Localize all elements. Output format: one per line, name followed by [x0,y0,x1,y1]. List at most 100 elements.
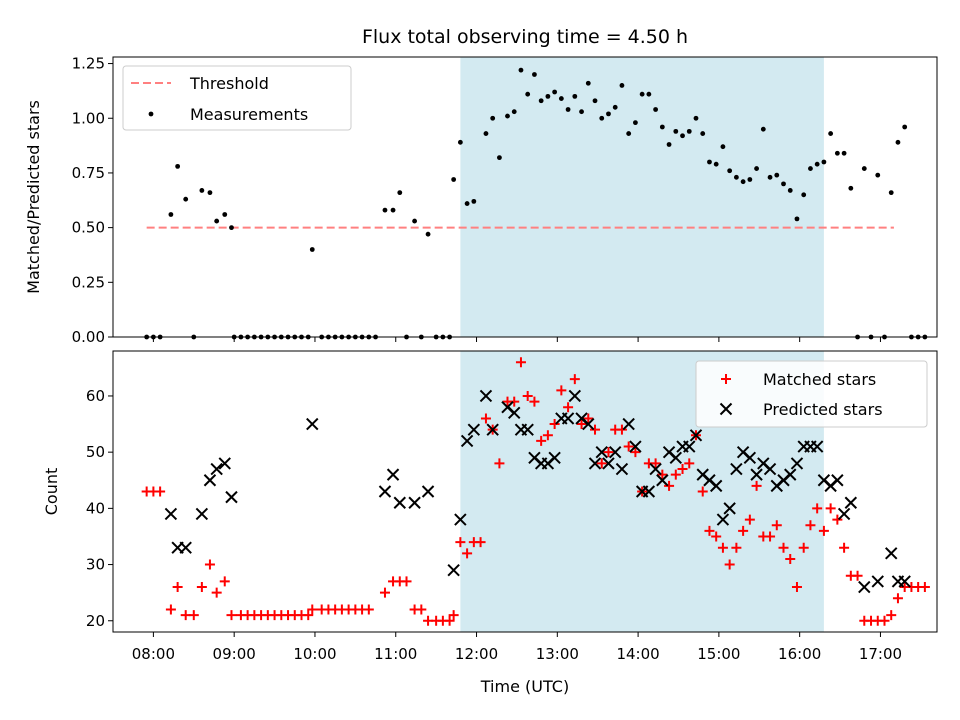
matched-star-point [462,548,473,559]
predicted-star-point [408,496,421,509]
predicted-star-point [615,462,629,476]
legend-matched-label: Matched stars [763,370,876,389]
predicted-star-point [447,563,460,577]
matched-star-point [583,413,594,424]
matched-star-point [165,604,176,615]
measurement-point [707,159,712,165]
x-tick-label: 12:00 [455,645,498,663]
predicted-star-point [622,417,635,431]
measurement-point [558,96,564,101]
predicted-star-point [548,451,561,464]
matched-star-point [812,503,823,514]
measurement-point [754,166,759,171]
measurement-point [673,128,679,134]
matched-star-point [590,424,601,435]
matched-star-point [825,503,836,514]
measurement-point [490,115,496,121]
legend-threshold-label: Threshold [189,74,269,93]
measurement-point [505,113,510,119]
predicted-star-point [858,580,871,594]
x-tick-label: 11:00 [374,645,417,663]
predicted-star-point [225,490,238,504]
predicted-star-point [218,457,231,470]
measurement-point [861,166,867,171]
y-tick-label: 50 [86,443,105,461]
measurement-point [686,128,692,134]
matched-star-point [886,610,897,621]
x-tick-label: 16:00 [778,645,821,663]
measurement-point [592,98,598,104]
matched-star-point [765,531,776,542]
measurement-point [700,131,706,136]
matched-star-point [616,424,627,435]
predicted-star-point [595,445,608,459]
measurement-point [693,115,699,121]
measurement-point [464,201,470,206]
measurement-point [451,177,457,182]
measurement-point [412,218,417,224]
measurement-point [895,139,901,145]
matched-star-point [307,604,318,615]
predicted-star-point [479,389,493,403]
predicted-star-point [750,468,763,481]
predicted-star-point [629,440,642,453]
measurement-point [727,168,733,174]
measurement-point [382,207,388,213]
x-tick-label: 15:00 [697,645,740,663]
y-tick-label: 0.00 [72,328,105,346]
y-tick-label: 0.75 [72,164,105,182]
measurement-point [740,179,746,185]
matched-star-point [751,480,762,491]
legend-measurements-label: Measurements [190,105,308,124]
measurement-point [214,218,220,224]
matched-star-point [650,458,661,469]
measurement-point [713,161,719,167]
top-panel: 0.00 0.25 0.50 0.75 1.00 1.25 Threshold Measure… [72,55,938,346]
measurement-point [720,144,726,150]
measurement-point [902,124,908,130]
x-tick-label: 13:00 [536,645,579,663]
measurement-point [666,142,672,147]
predicted-star-point [486,423,499,436]
measurement-point [639,91,645,97]
predicted-star-point [649,462,662,476]
matched-star-point [303,610,314,621]
measurement-point [774,172,780,178]
predicted-star-point [421,485,435,498]
measurement-point [733,174,739,180]
legend-box [695,360,928,428]
measurement-point [229,225,234,231]
matched-star-point [724,559,735,570]
matched-star-point [630,447,641,458]
predicted-star-point [723,502,736,515]
matched-star-point [664,480,675,491]
predicted-star-point [203,474,217,487]
matched-star-point [832,514,843,525]
predicted-star-point [669,451,683,464]
matched-star-point [919,582,930,593]
matched-star-point [455,537,466,548]
predicted-star-point [871,575,884,588]
measurement-point [497,155,502,161]
axes-frame [112,56,938,338]
predicted-star-point [885,547,898,560]
matched-star-point [623,441,634,452]
predicted-star-point [810,440,824,453]
measurement-point [619,83,625,88]
measurement-point [606,111,611,117]
measurement-point [199,188,205,193]
predicted-star-point [831,474,844,487]
matched-star-point [785,553,796,564]
measurement-point [875,172,881,178]
predicted-star-point [386,468,400,481]
measurement-point [646,91,652,97]
matched-star-point [211,587,222,598]
y-tick-label: 1.00 [72,109,105,127]
measurement-point [767,174,773,180]
predicted-star-point [393,496,406,509]
predicted-star-point [656,474,669,487]
predicted-star-point [454,513,467,526]
measurement-point [397,190,403,196]
predicted-star-point [568,389,582,403]
